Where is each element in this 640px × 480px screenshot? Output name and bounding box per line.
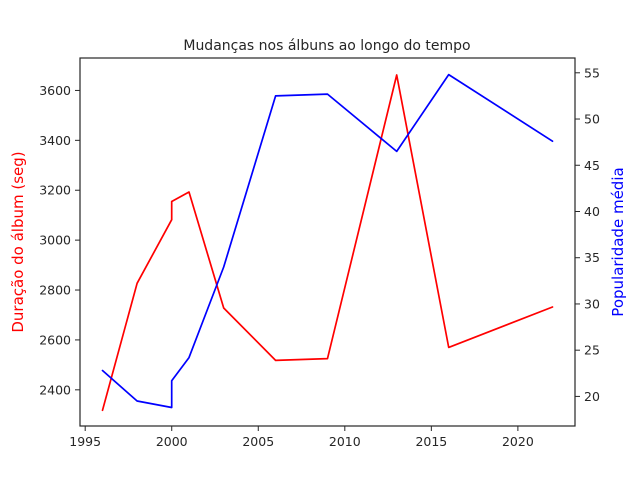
x-tick-label: 2010 — [329, 434, 361, 449]
x-tick-label: 2005 — [242, 434, 274, 449]
y-left-tick-label: 3600 — [39, 83, 71, 98]
series-line-popularity — [101, 73, 554, 409]
y-right-axis: 20 25 30 35 40 45 50 55 — [575, 65, 600, 404]
chart-title: Mudanças nos álbuns ao longo do tempo — [183, 38, 470, 54]
y-left-axis-label: Duração do álbum (seg) — [9, 151, 27, 332]
y-left-tick-label: 3000 — [39, 233, 71, 248]
y-right-tick-label: 50 — [584, 112, 600, 127]
y-left-tick-label: 3200 — [39, 183, 71, 198]
y-right-tick-label: 40 — [584, 204, 600, 219]
y-left-tick-label: 2600 — [39, 332, 71, 347]
x-tick-label: 2015 — [415, 434, 447, 449]
y-right-tick-label: 45 — [584, 158, 600, 173]
x-tick-label: 1995 — [69, 434, 101, 449]
y-left-axis: 2400 2600 2800 3000 3200 3400 3600 — [39, 83, 80, 397]
y-right-tick-label: 55 — [584, 65, 600, 80]
series-line-duration — [101, 74, 554, 412]
y-right-axis-label: Popularidade média — [609, 167, 627, 316]
y-left-tick-label: 2800 — [39, 283, 71, 298]
y-left-tick-label: 3400 — [39, 133, 71, 148]
x-tick-label: 2020 — [502, 434, 534, 449]
x-axis: 1995 2000 2005 2010 2015 2020 — [69, 426, 534, 449]
y-right-tick-label: 20 — [584, 389, 600, 404]
y-right-tick-label: 25 — [584, 343, 600, 358]
y-left-tick-label: 2400 — [39, 382, 71, 397]
y-right-tick-label: 35 — [584, 250, 600, 265]
x-tick-label: 2000 — [156, 434, 188, 449]
y-right-tick-label: 30 — [584, 296, 600, 311]
plot-frame — [79, 57, 576, 427]
series-layer — [101, 73, 554, 412]
